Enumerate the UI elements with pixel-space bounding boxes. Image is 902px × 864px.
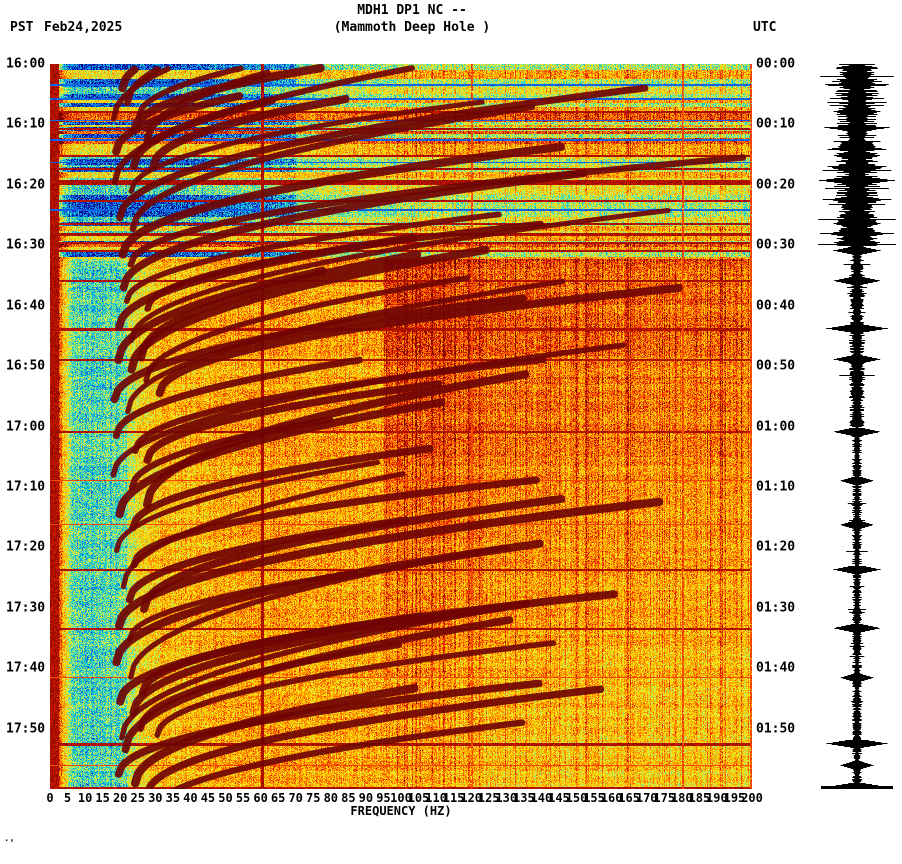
x-tick-label: 140 — [530, 791, 553, 805]
y-right-time-label: 01:50 — [756, 721, 796, 737]
spectrogram-canvas — [50, 64, 752, 789]
x-tick-label: 45 — [200, 791, 216, 805]
x-tick-label: 155 — [583, 791, 605, 805]
y-right-time-label: 01:40 — [756, 660, 796, 676]
x-tick-label: 75 — [306, 791, 321, 805]
x-tick-label: 160 — [600, 791, 623, 805]
x-tick-label: 55 — [235, 791, 251, 805]
title-line1: MDH1 DP1 NC -- — [357, 3, 467, 18]
corner-mark: ., — [4, 834, 15, 844]
y-left-time-label: 16:10 — [6, 116, 46, 132]
y-left-time-label: 16:30 — [6, 237, 46, 253]
y-right-time-label: 01:20 — [756, 539, 796, 555]
x-tick-label: 70 — [288, 791, 303, 805]
y-left-time-label: 16:40 — [6, 298, 46, 314]
y-right-time-label: 01:30 — [756, 600, 796, 616]
x-tick-label: 15 — [95, 791, 110, 805]
x-tick-label: 125 — [477, 791, 500, 805]
timezone-right-label: UTC — [753, 20, 777, 35]
x-tick-label: 175 — [653, 791, 676, 805]
x-tick-label: 60 — [253, 791, 268, 805]
x-tick-label: 170 — [635, 791, 658, 805]
x-tick-label: 130 — [495, 791, 518, 805]
x-tick-label: 165 — [618, 791, 640, 805]
x-axis-title: FREQUENCY (HZ) — [350, 804, 452, 818]
x-tick-label: 110 — [425, 791, 447, 805]
x-tick-label: 150 — [565, 791, 588, 805]
y-right-time-label: 01:10 — [756, 479, 796, 495]
y-right-time-label: 00:50 — [756, 358, 796, 374]
y-left-time-label: 17:50 — [6, 721, 46, 737]
x-tick-label: 115 — [442, 791, 465, 805]
timezone-left-label: PST — [10, 20, 34, 35]
y-left-time-label: 17:20 — [6, 539, 46, 555]
x-tick-label: 80 — [323, 791, 339, 805]
y-right-time-label: 00:10 — [756, 116, 796, 132]
x-tick-label: 185 — [688, 791, 711, 805]
x-tick-label: 30 — [148, 791, 163, 805]
y-left-time-label: 16:20 — [6, 177, 46, 193]
y-left-time-label: 16:50 — [6, 358, 46, 374]
x-tick-label: 90 — [358, 791, 374, 805]
x-tick-label: 95 — [376, 791, 391, 805]
x-tick-label: 105 — [407, 791, 430, 805]
y-left-time-label: 17:40 — [6, 660, 46, 676]
y-right-time-label: 01:00 — [756, 419, 796, 434]
y-left-time-label: 17:30 — [6, 600, 46, 616]
title-line2: (Mammoth Deep Hole ) — [333, 20, 491, 35]
x-tick-label: 20 — [112, 791, 128, 805]
x-tick-label: 5 — [63, 791, 72, 805]
x-tick-label: 190 — [706, 791, 728, 805]
x-tick-label: 0 — [46, 791, 54, 805]
y-right-time-label: 00:30 — [756, 237, 796, 253]
y-left-time-label: 17:10 — [6, 479, 46, 495]
x-tick-label: 195 — [723, 791, 746, 805]
y-left-time-label: 16:00 — [6, 56, 46, 72]
y-right-time-label: 00:40 — [756, 298, 796, 314]
x-tick-label: 145 — [548, 791, 570, 805]
y-left-time-label: 17:00 — [6, 419, 46, 434]
seismogram-canvas — [815, 64, 899, 789]
x-tick-label: 10 — [77, 791, 93, 805]
x-tick-label: 85 — [341, 791, 356, 805]
x-tick-label: 40 — [183, 791, 198, 805]
x-tick-label: 200 — [741, 791, 763, 805]
x-tick-label: 25 — [130, 791, 145, 805]
x-tick-label: 50 — [218, 791, 233, 805]
x-tick-label: 100 — [390, 791, 412, 805]
y-right-time-label: 00:20 — [756, 177, 796, 193]
x-tick-label: 135 — [513, 791, 535, 805]
date-label: Feb24,2025 — [44, 20, 123, 35]
x-tick-label: 120 — [460, 791, 483, 805]
x-tick-label: 65 — [270, 791, 286, 805]
x-tick-label: 180 — [670, 791, 693, 805]
y-right-time-label: 00:00 — [756, 56, 796, 72]
x-tick-label: 35 — [165, 791, 181, 805]
